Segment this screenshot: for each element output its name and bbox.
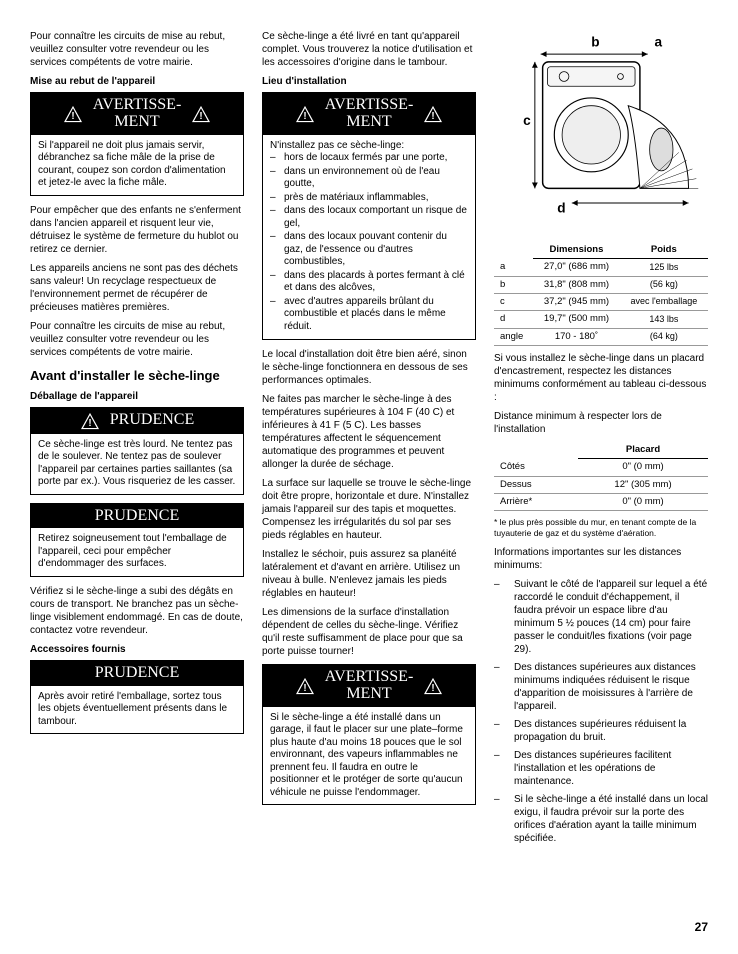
warning-title: AVERTISSE- MENT xyxy=(93,97,182,131)
para: Vérifiez si le sèche-linge a subi des dé… xyxy=(30,585,244,637)
para: Informations importantes sur les distanc… xyxy=(494,546,708,572)
intro-text: Pour connaître les circuits de mise au r… xyxy=(30,30,244,69)
table-row: a27,0" (686 mm)125 lbs xyxy=(494,259,708,276)
warning-icon: ! xyxy=(63,105,83,123)
warning-title: PRUDENCE xyxy=(95,508,179,525)
label-a: a xyxy=(655,34,663,49)
warning-title: AVERTISSE- MENT xyxy=(325,97,414,131)
subhead-accessories: Accessoires fournis xyxy=(30,643,244,656)
para: Pour empêcher que des enfants ne s'enfer… xyxy=(30,204,244,256)
th-weight: Poids xyxy=(620,242,708,259)
warning-header: ! PRUDENCE xyxy=(31,408,243,434)
column-1: Pour connaître les circuits de mise au r… xyxy=(30,30,244,850)
dryer-diagram: b a c d xyxy=(494,30,708,230)
column-3: b a c d xyxy=(494,30,708,850)
list-item: Si le sèche-linge a été installé dans un… xyxy=(494,793,708,845)
warn-list-item: avec d'autres appareils brûlant du combu… xyxy=(270,296,468,334)
warning-body: Si le sèche-linge a été installé dans un… xyxy=(263,707,475,805)
distance-bullets: Suivant le côté de l'appareil sur lequel… xyxy=(494,578,708,845)
table-row: Côtés0" (0 mm) xyxy=(494,459,708,476)
para: Les appareils anciens ne sont pas des dé… xyxy=(30,262,244,314)
svg-text:!: ! xyxy=(432,111,435,122)
warning-icon: ! xyxy=(423,105,443,123)
warning-location: ! AVERTISSE- MENT ! N'installez pas ce s… xyxy=(262,92,476,340)
warning-icon: ! xyxy=(295,105,315,123)
warning-body: Après avoir retiré l'emballage, sortez t… xyxy=(31,686,243,734)
table-row: Arrière*0" (0 mm) xyxy=(494,494,708,511)
warning-body: Ce sèche-linge est très lourd. Ne tentez… xyxy=(31,434,243,494)
warn-list-item: dans un environnement où de l'eau goutte… xyxy=(270,166,468,191)
subhead-disposal: Mise au rebut de l'appareil xyxy=(30,75,244,88)
para: Si vous installez le sèche-linge dans un… xyxy=(494,352,708,404)
para: Distance minimum à respecter lors de l'i… xyxy=(494,410,708,436)
th-dim: Dimensions xyxy=(533,242,619,259)
section-before-install: Avant d'installer le sèche-linge xyxy=(30,369,244,384)
section-text: Avant d'installer le sèche-linge xyxy=(30,368,220,383)
label-b: b xyxy=(591,34,599,49)
para: Ne faites pas marcher le sèche-linge à d… xyxy=(262,393,476,471)
dimensions-table: Dimensions Poids a27,0" (686 mm)125 lbsb… xyxy=(494,242,708,346)
th-placard: Placard xyxy=(578,442,708,459)
warning-icon: ! xyxy=(423,677,443,695)
list-item: Des distances supérieures facilitent l'i… xyxy=(494,749,708,788)
warning-icon: ! xyxy=(191,105,211,123)
warning-garage: ! AVERTISSE- MENT ! Si le sèche-linge a … xyxy=(262,664,476,805)
label-c: c xyxy=(523,113,531,128)
table-row: angle170 - 180˚(64 kg) xyxy=(494,328,708,345)
svg-text:!: ! xyxy=(71,111,74,122)
para: Ce sèche-linge a été livré en tant qu'ap… xyxy=(262,30,476,69)
caution-heavy: ! PRUDENCE Ce sèche-linge est très lourd… xyxy=(30,407,244,495)
para: Pour connaître les circuits de mise au r… xyxy=(30,320,244,359)
para: Les dimensions de la surface d'installat… xyxy=(262,606,476,658)
list-item: Des distances supérieures aux distances … xyxy=(494,661,708,713)
warning-icon: ! xyxy=(80,412,100,430)
warning-header: ! AVERTISSE- MENT ! xyxy=(263,93,475,135)
svg-text:!: ! xyxy=(88,417,91,428)
warning-body: Si l'appareil ne doit plus jamais servir… xyxy=(31,135,243,195)
placard-table: Placard Côtés0" (0 mm)Dessus12" (305 mm)… xyxy=(494,442,708,511)
warning-header: ! AVERTISSE- MENT ! xyxy=(263,665,475,707)
warn-list-item: près de matériaux inflammables, xyxy=(270,192,468,205)
para: Le local d'installation doit être bien a… xyxy=(262,348,476,387)
column-2: Ce sèche-linge a été livré en tant qu'ap… xyxy=(262,30,476,850)
svg-text:!: ! xyxy=(200,111,203,122)
warn-lead: N'installez pas ce sèche-linge: xyxy=(270,140,468,153)
warning-title: PRUDENCE xyxy=(95,665,179,682)
caution-drum: PRUDENCE Après avoir retiré l'emballage,… xyxy=(30,660,244,734)
placard-footnote: * le plus près possible du mur, en tenan… xyxy=(494,517,708,537)
warning-header: ! AVERTISSE- MENT ! xyxy=(31,93,243,135)
warning-disposal: ! AVERTISSE- MENT ! Si l'appareil ne doi… xyxy=(30,92,244,196)
table-row: Dessus12" (305 mm) xyxy=(494,476,708,493)
subhead-unpack: Déballage de l'appareil xyxy=(30,390,244,403)
caution-packaging: PRUDENCE Retirez soigneusement tout l'em… xyxy=(30,503,244,577)
page-number: 27 xyxy=(695,920,708,936)
warning-icon: ! xyxy=(295,677,315,695)
table-row: b31,8" (808 mm)(56 kg) xyxy=(494,276,708,293)
table-row: d19,7" (500 mm)143 lbs xyxy=(494,311,708,328)
para: La surface sur laquelle se trouve le sèc… xyxy=(262,477,476,542)
warning-title: AVERTISSE- MENT xyxy=(325,669,414,703)
label-d: d xyxy=(557,201,565,216)
warning-title: PRUDENCE xyxy=(110,412,194,429)
warn-list-item: dans des locaux comportant un risque de … xyxy=(270,205,468,230)
svg-text:!: ! xyxy=(303,683,306,694)
page-columns: Pour connaître les circuits de mise au r… xyxy=(30,30,708,850)
warning-body: Retirez soigneusement tout l'emballage d… xyxy=(31,528,243,576)
warn-list-item: dans des locaux pouvant contenir du gaz,… xyxy=(270,231,468,269)
list-item: Suivant le côté de l'appareil sur lequel… xyxy=(494,578,708,656)
table-row: c37,2" (945 mm)avec l'emballage xyxy=(494,294,708,311)
svg-text:!: ! xyxy=(432,683,435,694)
warning-body: N'installez pas ce sèche-linge: hors de … xyxy=(263,135,475,340)
warn-list: hors de locaux fermés par une porte,dans… xyxy=(270,152,468,333)
subhead-location: Lieu d'installation xyxy=(262,75,476,88)
svg-text:!: ! xyxy=(303,111,306,122)
para: Installez le séchoir, puis assurez sa pl… xyxy=(262,548,476,600)
warn-list-item: dans des placards à portes fermant à clé… xyxy=(270,270,468,295)
warning-header: PRUDENCE xyxy=(31,661,243,686)
list-item: Des distances supérieures réduisent la p… xyxy=(494,718,708,744)
warning-header: PRUDENCE xyxy=(31,504,243,529)
warn-list-item: hors de locaux fermés par une porte, xyxy=(270,152,468,165)
